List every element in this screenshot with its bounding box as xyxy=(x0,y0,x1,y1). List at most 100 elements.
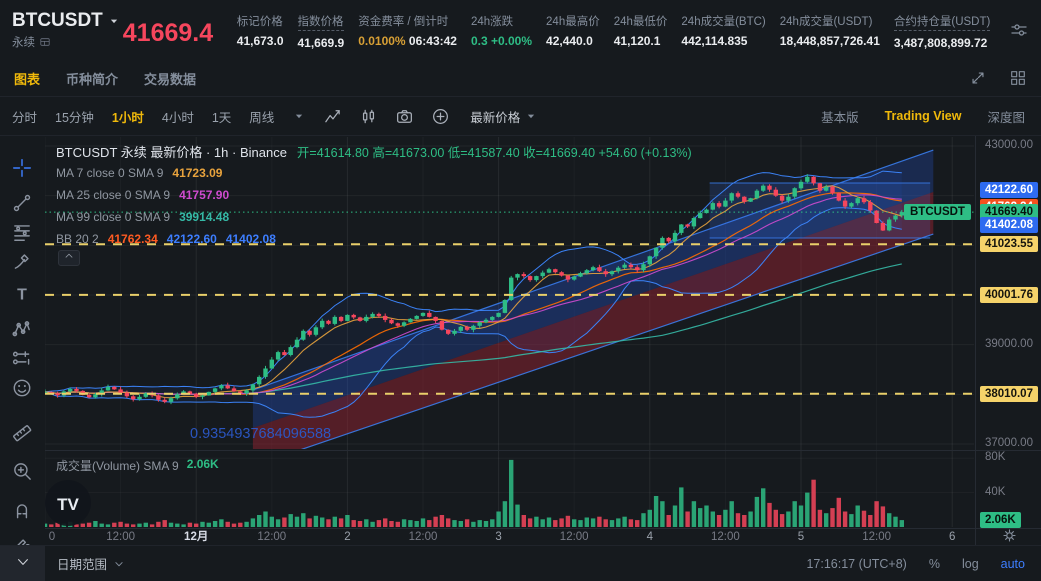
svg-text:12:00: 12:00 xyxy=(409,531,438,543)
crosshair-tool-icon[interactable] xyxy=(11,157,33,179)
svg-text:4: 4 xyxy=(647,531,654,543)
percent-scale-button[interactable]: % xyxy=(928,556,940,571)
header: BTCUSDT 永续 41669.4 标记价格 41,673.0 指数价格 41,66… xyxy=(0,0,1041,60)
header-stat-7: 24h成交量(USDT) 18,448,857,726.41 xyxy=(779,15,880,48)
chart-style-icon[interactable] xyxy=(323,107,342,126)
svg-text:TV: TV xyxy=(57,495,79,514)
volume-axis-tick: 40K xyxy=(985,485,1006,498)
brush-tool-icon[interactable] xyxy=(11,250,33,272)
add-indicator-icon[interactable] xyxy=(431,107,450,126)
clock[interactable]: 17:16:17 (UTC+8) xyxy=(806,556,907,571)
layout-grid-icon[interactable] xyxy=(1009,69,1027,87)
svg-text:T: T xyxy=(17,287,27,304)
volume-legend-label: 成交量(Volume) SMA 9 xyxy=(56,459,179,473)
interval-周线[interactable]: 周线 xyxy=(249,110,275,125)
svg-text:0.9354937684096588: 0.9354937684096588 xyxy=(190,426,331,442)
zoom-in-tool-icon[interactable] xyxy=(11,460,33,482)
chart-toolbar: 分时 15分钟 1小时 4小时 1天 周线 最新价格 基本版 Trading View 深度图 xyxy=(0,97,1041,136)
forecast-tool-icon[interactable] xyxy=(11,347,33,369)
header-stat-1: 指数价格 41,669.9 xyxy=(297,11,344,50)
svg-text:12:00: 12:00 xyxy=(862,531,891,543)
text-tool-icon[interactable]: T xyxy=(11,283,33,305)
contract-info-icon xyxy=(39,36,51,48)
header-stats: 标记价格 41,673.0 指数价格 41,669.9 资金费率 / 倒计时 0.0100… xyxy=(237,11,991,50)
svg-text:0: 0 xyxy=(49,531,55,543)
pane-divider xyxy=(976,450,1041,451)
pattern-tool-icon[interactable] xyxy=(11,318,33,340)
svg-text:6: 6 xyxy=(949,531,955,543)
view-mode-基本版[interactable]: 基本版 xyxy=(821,110,859,125)
view-mode-Trading View[interactable]: Trading View xyxy=(884,109,962,123)
last-price-symbol-tag: BTCUSDT xyxy=(904,204,971,221)
bottom-bar: 日期范围 17:16:17 (UTC+8) % log auto xyxy=(0,545,1041,581)
volume-legend: 成交量(Volume) SMA 9 2.06K xyxy=(56,457,219,474)
header-stat-6: 24h成交量(BTC) 442,114.835 xyxy=(681,15,766,48)
caret-down-icon xyxy=(107,14,121,28)
magnet-tool-icon[interactable] xyxy=(11,500,33,522)
last-price: 41669.4 xyxy=(122,18,214,47)
contract-type-label: 永续 xyxy=(12,37,35,49)
tab-图表[interactable]: 图表 xyxy=(14,71,41,87)
price-axis-tick: 43000.00 xyxy=(985,139,1033,151)
svg-text:12:00: 12:00 xyxy=(711,531,740,543)
svg-text:5: 5 xyxy=(798,531,804,543)
settings-sliders-icon[interactable] xyxy=(1009,20,1029,40)
svg-text:12月: 12月 xyxy=(184,530,208,543)
price-badge-yellow: 40001.76 xyxy=(980,286,1038,303)
ruler-tool-icon[interactable] xyxy=(11,422,33,444)
price-badge-blue: 41402.08 xyxy=(980,217,1038,234)
collapse-panel-button[interactable] xyxy=(0,546,45,581)
more-intervals-icon[interactable] xyxy=(292,109,306,123)
log-scale-button[interactable]: log xyxy=(961,556,979,571)
price-axis-tick: 39000.00 xyxy=(985,337,1033,350)
volume-axis-tick: 80K xyxy=(985,451,1006,464)
date-range-dropdown[interactable]: 日期范围 xyxy=(57,554,126,573)
chart-canvas[interactable]: 0.9354937684096588 TV 0 12:00 12月 12:00 2 12:00… xyxy=(45,136,975,545)
svg-text:12:00: 12:00 xyxy=(257,531,286,543)
svg-text:2: 2 xyxy=(344,531,350,543)
chevron-up-icon xyxy=(63,249,75,267)
volume-value-badge: 2.06K xyxy=(980,512,1021,528)
axis-settings-gear-icon[interactable] xyxy=(1001,527,1018,544)
price-axis-tick: 37000.00 xyxy=(985,437,1033,449)
interval-1小时[interactable]: 1小时 xyxy=(111,110,144,125)
fullscreen-icon[interactable] xyxy=(969,69,987,87)
date-range-label: 日期范围 xyxy=(57,558,108,572)
price-source-label: 最新价格 xyxy=(470,110,521,125)
header-stat-0: 标记价格 41,673.0 xyxy=(236,15,284,48)
tab-交易数据[interactable]: 交易数据 xyxy=(144,71,197,87)
header-stat-5: 24h最低价 41,120.1 xyxy=(613,15,668,48)
chevron-down-icon xyxy=(112,557,126,571)
header-stat-4: 24h最高价 42,440.0 xyxy=(546,15,600,48)
interval-15分钟[interactable]: 15分钟 xyxy=(55,110,94,125)
screenshot-camera-icon[interactable] xyxy=(395,107,414,126)
interval-4小时[interactable]: 4小时 xyxy=(161,110,194,125)
price-badge-yellow: 38010.07 xyxy=(980,385,1038,402)
price-axis[interactable]: 43000.0039000.0037000.0042122.6041762.34… xyxy=(975,136,1041,545)
caret-down-icon xyxy=(524,109,538,123)
indicators-icon[interactable] xyxy=(359,107,378,126)
emoji-tool-icon[interactable] xyxy=(11,377,33,399)
legend-collapse-button[interactable] xyxy=(58,250,80,266)
tab-币种简介[interactable]: 币种简介 xyxy=(66,71,119,87)
view-mode-深度图[interactable]: 深度图 xyxy=(987,110,1025,125)
tab-bar: 图表 币种简介 交易数据 xyxy=(0,60,1041,97)
interval-1天[interactable]: 1天 xyxy=(211,110,232,125)
volume-legend-value: 2.06K xyxy=(186,457,219,471)
drawing-toolbar: T xyxy=(0,136,45,554)
svg-text:12:00: 12:00 xyxy=(106,531,135,543)
header-stat-2: 资金费率 / 倒计时 0.0100% 06:43:42 xyxy=(358,15,457,48)
interval-分时[interactable]: 分时 xyxy=(12,110,38,125)
fib-lines-tool-icon[interactable] xyxy=(11,221,33,243)
svg-text:12:00: 12:00 xyxy=(560,531,589,543)
trend-line-tool-icon[interactable] xyxy=(11,192,33,214)
tradingview-logo: TV xyxy=(45,480,91,526)
price-badge-yellow: 41023.55 xyxy=(980,236,1038,253)
price-source-dropdown[interactable]: 最新价格 xyxy=(470,107,538,126)
auto-scale-button[interactable]: auto xyxy=(1000,556,1025,571)
symbol-selector[interactable]: BTCUSDT 永续 xyxy=(12,10,121,50)
symbol-name: BTCUSDT xyxy=(12,10,103,31)
header-stat-3: 24h涨跌 0.3 +0.00% xyxy=(470,15,533,48)
price-badge-green: 41669.40 xyxy=(980,204,1038,221)
